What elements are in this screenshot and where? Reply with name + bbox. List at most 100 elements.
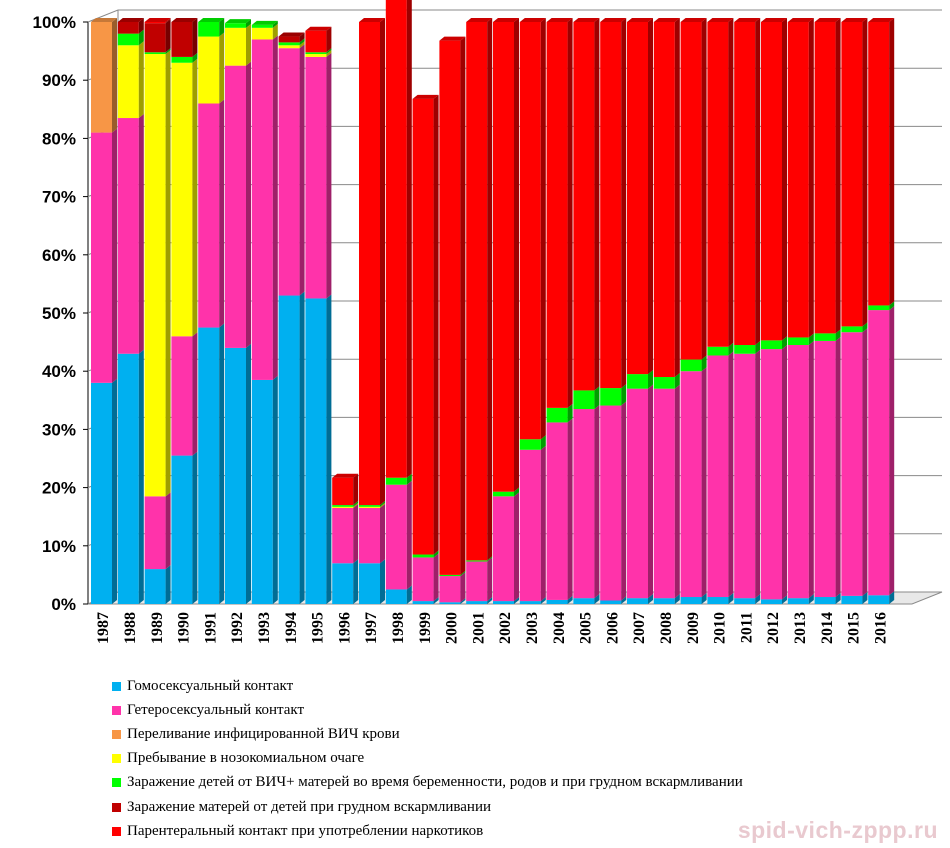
bar-top — [332, 473, 359, 478]
bar-segment-side — [889, 301, 895, 311]
bar-segment — [278, 36, 300, 43]
bar-segment-side — [406, 473, 412, 485]
bar-segment-side — [299, 41, 305, 49]
bar-top — [359, 18, 385, 22]
bar-segment-side — [353, 473, 359, 506]
bar-segment-side — [755, 349, 761, 599]
bar-top — [91, 18, 117, 22]
bar-segment — [814, 333, 836, 341]
bar-segment — [117, 33, 139, 46]
bar-segment-side — [165, 492, 171, 570]
bar-segment-side — [326, 50, 332, 57]
bar-segment-side — [594, 405, 600, 599]
bar-segment-side — [808, 594, 814, 604]
bar-stack-1993 — [251, 20, 278, 604]
bar-segment-side — [835, 18, 841, 334]
x-tick-label: 2002 — [497, 612, 514, 644]
x-tick-label: 2014 — [819, 612, 836, 644]
bar-segment — [493, 601, 514, 604]
bar-segment — [305, 56, 327, 299]
x-tick-label: 1995 — [310, 612, 327, 644]
bar-segment — [546, 22, 568, 408]
legend-item: Заражение детей от ВИЧ+ матерей во время… — [112, 771, 743, 795]
bar-segment-side — [674, 384, 680, 599]
bar-segment-side — [594, 386, 600, 410]
bar-segment — [412, 601, 434, 604]
bar-segment-side — [540, 445, 546, 602]
bar-segment-side — [246, 61, 251, 348]
bar-segment-side — [514, 487, 519, 497]
bar-segment — [814, 22, 836, 334]
bar-segment — [546, 407, 568, 423]
bar-top — [278, 32, 305, 37]
bar-segment — [198, 36, 220, 104]
bar-segment — [117, 353, 139, 604]
bar-segment — [466, 22, 488, 561]
bar-stack-2005 — [573, 18, 600, 604]
bar-segment-side — [299, 44, 305, 296]
x-tick-label: 2013 — [792, 612, 809, 644]
bar-segment — [332, 505, 354, 507]
bar-segment-side — [755, 341, 761, 354]
legend-label: Парентеральный контакт при употреблении … — [127, 822, 484, 839]
bar-top — [546, 18, 573, 22]
y-tick-label: 100% — [33, 13, 76, 32]
bar-segment — [332, 477, 354, 506]
legend-swatch — [112, 754, 121, 764]
bar-segment — [600, 388, 622, 406]
bars — [91, 0, 895, 604]
bar-segment — [439, 574, 461, 577]
bar-segment — [171, 455, 193, 604]
legend-label: Заражение матерей от детей при грудном в… — [127, 798, 492, 815]
bar-segment-side — [138, 114, 144, 354]
bar-segment — [439, 576, 461, 603]
bar-segment-side — [192, 332, 198, 456]
bar-segment-side — [138, 29, 144, 46]
bar-segment — [144, 569, 166, 604]
bar-segment-side — [165, 565, 171, 604]
bar-segment — [198, 22, 220, 37]
x-tick-label: 1987 — [95, 612, 112, 644]
x-tick-label: 2004 — [551, 612, 568, 644]
bar-segment — [814, 340, 836, 598]
bar-segment-side — [808, 341, 814, 599]
bar-stack-2010 — [707, 18, 734, 604]
bar-segment — [439, 602, 461, 604]
bar-segment-side — [219, 18, 225, 37]
legend-swatch — [112, 802, 121, 812]
bar-segment-side — [165, 48, 171, 55]
bar-top — [519, 18, 546, 22]
bar-segment-side — [246, 19, 251, 28]
x-tick-label: 2016 — [872, 612, 889, 644]
bar-segment-side — [594, 594, 600, 604]
bar-segment — [278, 48, 300, 296]
x-tick-label: 2005 — [578, 612, 595, 644]
bar-segment-side — [138, 349, 144, 604]
bar-segment-side — [862, 591, 868, 604]
bar-segment-side — [862, 18, 868, 327]
bar-segment-side — [219, 32, 225, 104]
bar-segment-side — [219, 99, 225, 328]
x-tick-label: 1989 — [149, 612, 166, 644]
bar-segment — [171, 336, 193, 456]
bar-stack-1998 — [385, 0, 412, 604]
bar-segment — [868, 305, 890, 311]
bar-segment — [734, 22, 756, 346]
x-tick-label: 2012 — [765, 612, 782, 644]
legend-item: Гетеросексуальный контакт — [112, 698, 743, 722]
bar-segment — [573, 22, 595, 391]
bar-segment-side — [594, 18, 600, 391]
bar-top — [171, 18, 198, 22]
bar-segment — [734, 353, 756, 599]
bar-top — [573, 18, 600, 22]
bar-top — [653, 18, 680, 22]
bar-segment-side — [380, 559, 385, 604]
bar-segment — [412, 557, 434, 602]
legend-label: Гомосексуальный контакт — [127, 677, 294, 694]
y-axis-ticks: 0% 10% 20% 30% 40% 50% 60% 70% 80% 90% 100% — [33, 13, 88, 614]
bar-segment-side — [648, 18, 653, 375]
x-axis-ticks: 1987 1988 1989 1990 1991 1992 1993 1994 1995 1996… — [95, 612, 889, 644]
x-tick-label: 1998 — [390, 612, 407, 644]
x-tick-label: 1991 — [202, 612, 219, 644]
bar-top — [117, 18, 144, 22]
